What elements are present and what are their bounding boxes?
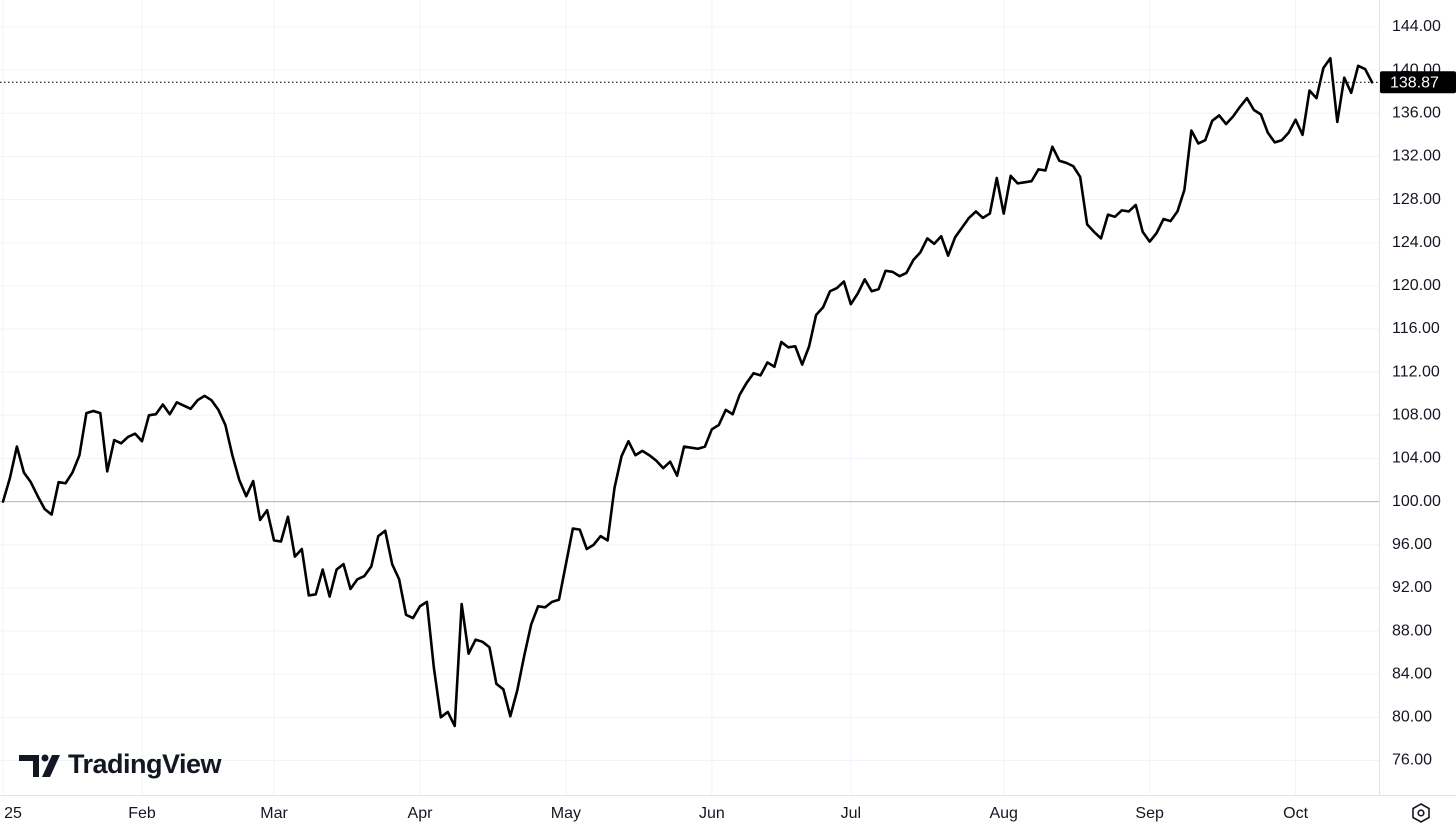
x-tick-label: Jul bbox=[841, 805, 861, 822]
settings-icon-shape[interactable] bbox=[1412, 803, 1430, 823]
y-tick-label: 120.00 bbox=[1392, 277, 1441, 294]
y-tick-label: 116.00 bbox=[1392, 320, 1440, 337]
last-price-tag bbox=[1380, 71, 1456, 94]
y-tick-label: 76.00 bbox=[1392, 752, 1432, 769]
y-tick-label: 112.00 bbox=[1392, 363, 1440, 380]
y-tick-label: 108.00 bbox=[1392, 407, 1441, 424]
y-tick-label: 84.00 bbox=[1392, 665, 1432, 682]
x-tick-label: Apr bbox=[408, 805, 434, 822]
y-tick-label: 100.00 bbox=[1392, 493, 1441, 510]
x-tick-label: Aug bbox=[989, 805, 1017, 822]
settings-icon-center[interactable] bbox=[1417, 809, 1425, 817]
x-tick-label: Sep bbox=[1135, 805, 1164, 822]
settings-icon[interactable] bbox=[1412, 803, 1430, 823]
logo-icon bbox=[42, 755, 60, 777]
y-tick-label: 128.00 bbox=[1392, 191, 1441, 208]
x-tick-label: Oct bbox=[1283, 805, 1308, 822]
watermark: TradingView bbox=[68, 749, 223, 779]
x-tick-label: May bbox=[551, 805, 581, 822]
y-tick-label: 92.00 bbox=[1392, 579, 1432, 596]
y-tick-label: 124.00 bbox=[1392, 234, 1441, 251]
x-tick-label: 25 bbox=[4, 805, 22, 822]
x-tick-label: Jun bbox=[699, 805, 725, 822]
x-tick-label: Mar bbox=[260, 805, 288, 822]
last-price-label: 138.87 bbox=[1390, 75, 1439, 92]
y-tick-label: 96.00 bbox=[1392, 536, 1432, 553]
y-tick-label: 80.00 bbox=[1392, 709, 1432, 726]
price-line bbox=[1, 56, 1374, 728]
y-tick-label: 104.00 bbox=[1392, 450, 1441, 467]
x-tick-label: Feb bbox=[128, 805, 156, 822]
logo-icon bbox=[19, 755, 39, 777]
y-tick-label: 132.00 bbox=[1392, 148, 1441, 165]
y-tick-label: 144.00 bbox=[1392, 18, 1441, 35]
y-tick-label: 88.00 bbox=[1392, 622, 1432, 639]
y-tick-label: 136.00 bbox=[1392, 104, 1441, 121]
logo-icon bbox=[41, 754, 49, 762]
logo: TradingView bbox=[19, 749, 223, 779]
